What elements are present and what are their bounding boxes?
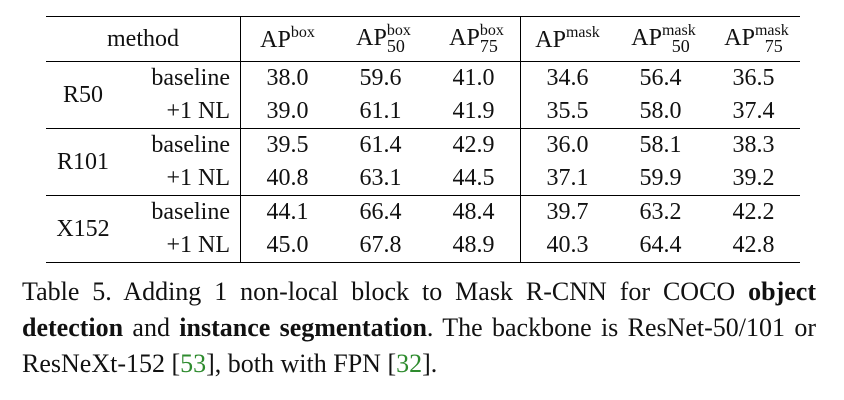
metric-header: APbox75 bbox=[427, 16, 521, 62]
cell-value: 64.4 bbox=[614, 229, 707, 263]
cell-value: 39.7 bbox=[546, 199, 589, 225]
cell-value: 42.2 bbox=[732, 199, 775, 225]
group-name: R101 bbox=[46, 128, 120, 196]
metric-base: AP bbox=[449, 24, 480, 51]
caption-text: 53 bbox=[180, 349, 207, 378]
cell-value: 38.3 bbox=[732, 132, 775, 158]
metric-header: APbox50 bbox=[334, 16, 427, 62]
metric-sup: box bbox=[479, 21, 504, 39]
metric-header: APmask75 bbox=[707, 16, 800, 62]
cell-value: 45.0 bbox=[240, 229, 334, 263]
metric-label: APbox75 bbox=[449, 22, 504, 57]
metric-sup: mask bbox=[661, 21, 696, 39]
cell-value: 42.9 bbox=[427, 128, 521, 162]
results-table: method APbox APbox50 APbox75 APmask APmask50 A… bbox=[46, 16, 800, 263]
metric-sup: box bbox=[290, 24, 315, 41]
cell-value: 36.5 bbox=[732, 65, 775, 91]
row-label: baseline bbox=[120, 61, 241, 95]
cell-value: 48.9 bbox=[427, 229, 521, 263]
caption-text: object detection bbox=[22, 277, 816, 342]
cell-value: 59.9 bbox=[614, 162, 707, 196]
metric-header: APmask bbox=[520, 16, 614, 62]
metric-base: AP bbox=[535, 27, 566, 53]
metric-base: AP bbox=[260, 27, 291, 53]
cell-value: 40.8 bbox=[240, 162, 334, 196]
metric-label: APmask50 bbox=[631, 22, 695, 57]
metric-sub: 75 bbox=[479, 35, 498, 56]
cell-value: 36.0 bbox=[546, 132, 589, 158]
cell-value: 67.8 bbox=[334, 229, 427, 263]
cell-value: 44.1 bbox=[266, 199, 309, 225]
cell-value: 38.0 bbox=[266, 65, 309, 91]
header-row: method APbox APbox50 APbox75 APmask APmask50 A… bbox=[46, 16, 800, 62]
caption-text: 32 bbox=[396, 349, 423, 378]
table-body: R50 baseline 38.0 59.6 41.0 34.6 56.4 36.5 +1 NL… bbox=[46, 61, 800, 263]
table-row: R50 baseline 38.0 59.6 41.0 34.6 56.4 36.5 bbox=[46, 61, 800, 129]
table-header: method APbox APbox50 APbox75 APmask APmask50 A… bbox=[46, 16, 800, 62]
metric-header: APbox bbox=[240, 16, 334, 62]
table-row: +1 NL 39.0 61.1 41.9 35.5 58.0 37.4 bbox=[46, 95, 800, 129]
metric-header: APmask50 bbox=[614, 16, 707, 62]
cell-value: 59.6 bbox=[359, 65, 402, 91]
caption-text: ], both with FPN [ bbox=[206, 349, 397, 378]
metric-base: AP bbox=[724, 24, 755, 51]
row-label: +1 NL bbox=[120, 162, 241, 196]
cell-value: 40.3 bbox=[520, 229, 614, 263]
caption-text: . The backbone is ResNet-50/101 or ResNe… bbox=[22, 313, 816, 378]
row-label: +1 NL bbox=[120, 229, 241, 263]
row-label: baseline bbox=[120, 195, 241, 229]
metric-label: APmask bbox=[535, 24, 599, 54]
row-label: baseline bbox=[120, 128, 241, 162]
group-name: X152 bbox=[46, 195, 120, 263]
caption-text: and bbox=[123, 313, 180, 342]
cell-value: 66.4 bbox=[359, 199, 402, 225]
table-row: X152 baseline 44.1 66.4 48.4 39.7 63.2 42.2 bbox=[46, 195, 800, 263]
cell-value: 39.2 bbox=[707, 162, 800, 196]
cell-value: 37.1 bbox=[520, 162, 614, 196]
cell-value: 56.4 bbox=[639, 65, 682, 91]
caption-text: ]. bbox=[422, 349, 438, 378]
metric-label: APbox50 bbox=[356, 22, 411, 57]
cell-value: 34.6 bbox=[546, 65, 589, 91]
cell-value: 39.5 bbox=[266, 132, 309, 158]
caption: Table 5. Adding 1 non-local block to Mas… bbox=[22, 274, 816, 382]
metric-label: APbox bbox=[260, 24, 315, 54]
row-label: +1 NL bbox=[120, 95, 241, 129]
cell-value: 35.5 bbox=[520, 95, 614, 129]
metric-sup: box bbox=[386, 21, 411, 39]
caption-text: instance segmentation bbox=[179, 313, 427, 342]
cell-value: 61.1 bbox=[334, 95, 427, 129]
cell-value: 37.4 bbox=[707, 95, 800, 129]
table-row: R101 baseline 39.5 61.4 42.9 36.0 58.1 38.3 bbox=[46, 128, 800, 196]
cell-value: 48.4 bbox=[427, 195, 521, 229]
metric-sub: 50 bbox=[386, 35, 405, 56]
metric-sup: mask bbox=[565, 24, 600, 41]
metric-sub: 75 bbox=[764, 35, 783, 56]
cell-value: 42.8 bbox=[707, 229, 800, 263]
metric-base: AP bbox=[356, 24, 387, 51]
cell-value: 58.1 bbox=[639, 132, 682, 158]
cell-value: 41.0 bbox=[427, 61, 521, 95]
metric-label: APmask75 bbox=[724, 22, 788, 57]
cell-value: 63.1 bbox=[334, 162, 427, 196]
metric-base: AP bbox=[631, 24, 662, 51]
caption-text: Table 5. Adding 1 non-local block to Mas… bbox=[22, 277, 749, 306]
group-name: R50 bbox=[46, 61, 120, 129]
cell-value: 58.0 bbox=[614, 95, 707, 129]
metric-sub: 50 bbox=[671, 35, 690, 56]
metric-sup: mask bbox=[754, 21, 789, 39]
method-header: method bbox=[46, 16, 241, 62]
cell-value: 39.0 bbox=[240, 95, 334, 129]
cell-value: 61.4 bbox=[359, 132, 402, 158]
table-row: +1 NL 45.0 67.8 48.9 40.3 64.4 42.8 bbox=[46, 229, 800, 263]
table-row: +1 NL 40.8 63.1 44.5 37.1 59.9 39.2 bbox=[46, 162, 800, 196]
cell-value: 63.2 bbox=[639, 199, 682, 225]
cell-value: 41.9 bbox=[427, 95, 521, 129]
cell-value: 44.5 bbox=[427, 162, 521, 196]
